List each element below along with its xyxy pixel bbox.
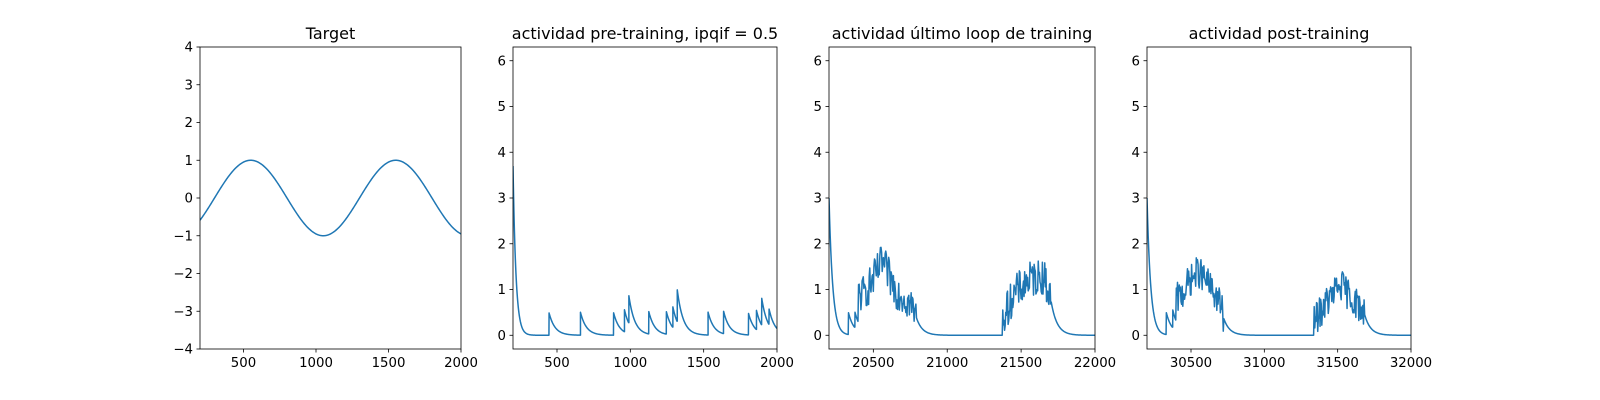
y-tick-label: 0	[1132, 329, 1140, 344]
subplot-3: 20500 21000 21500 22000 0 1 2 3 4 5 6 actividad últ…	[814, 24, 1117, 371]
y-tick-label: −3	[173, 305, 193, 320]
y-tick-label: 1	[498, 283, 506, 298]
y-tick-label: −2	[173, 267, 193, 282]
y-tick-label: 2	[185, 116, 193, 131]
y-tick-label: 3	[498, 192, 506, 207]
x-tick-label: 31500	[1317, 356, 1359, 371]
x-tick-label: 30500	[1170, 356, 1212, 371]
subplot-title: actividad post-training	[1189, 24, 1370, 43]
x-tick-label: 21500	[1000, 356, 1042, 371]
y-tick-label: −1	[173, 229, 193, 244]
y-tick-label: 1	[185, 154, 193, 169]
y-tick-label: 2	[498, 237, 506, 252]
y-tick-label: −4	[173, 343, 193, 358]
series-line	[200, 159, 461, 237]
subplot-2: 500 1000 1500 2000 0 1 2 3 4 5 6 actividad pre-trai…	[498, 24, 794, 371]
y-tick-label: 2	[1132, 237, 1140, 252]
y-tick-label: 6	[1132, 54, 1140, 69]
y-tick-label: 5	[498, 100, 506, 115]
y-tick-label: 4	[1132, 146, 1140, 161]
x-tick-label: 2000	[444, 356, 478, 371]
y-tick-label: 2	[814, 237, 822, 252]
y-tick-label: 0	[498, 329, 506, 344]
y-tick-label: 3	[185, 78, 193, 93]
x-tick-label: 500	[231, 356, 256, 371]
x-tick-label: 1500	[372, 356, 406, 371]
y-tick-label: 6	[498, 54, 506, 69]
subplot-title: actividad pre-training, ipqif = 0.5	[512, 24, 778, 43]
y-tick-label: 0	[814, 329, 822, 344]
y-tick-label: 0	[185, 192, 193, 207]
x-tick-label: 21000	[926, 356, 968, 371]
y-tick-label: 3	[814, 192, 822, 207]
y-tick-label: 1	[1132, 283, 1140, 298]
y-tick-label: 4	[498, 146, 506, 161]
y-tick-label: 5	[1132, 100, 1140, 115]
y-tick-label: 5	[814, 100, 822, 115]
x-tick-label: 1000	[299, 356, 333, 371]
series-line	[1147, 197, 1411, 337]
x-tick-label: 31000	[1243, 356, 1285, 371]
y-tick-label: 1	[814, 283, 822, 298]
subplot-4: 30500 31000 31500 32000 0 1 2 3 4 5 6 actividad pos…	[1132, 24, 1433, 371]
x-tick-label: 1000	[613, 356, 647, 371]
subplot-1: 500 1000 1500 2000 −4 −3 −2 −1 0 1 2 3 4 Target	[173, 24, 478, 371]
x-tick-label: 1500	[687, 356, 721, 371]
series-line	[829, 197, 1095, 337]
y-tick-label: 3	[1132, 192, 1140, 207]
y-tick-label: 4	[814, 146, 822, 161]
subplot-title: actividad último loop de training	[832, 24, 1093, 43]
x-tick-label: 32000	[1390, 356, 1432, 371]
x-tick-label: 500	[544, 356, 569, 371]
subplot-title: Target	[305, 24, 356, 43]
series-line	[513, 165, 777, 337]
x-tick-label: 22000	[1074, 356, 1116, 371]
x-tick-label: 20500	[852, 356, 894, 371]
y-tick-label: 6	[814, 54, 822, 69]
y-tick-label: 4	[185, 41, 193, 56]
x-tick-label: 2000	[760, 356, 794, 371]
